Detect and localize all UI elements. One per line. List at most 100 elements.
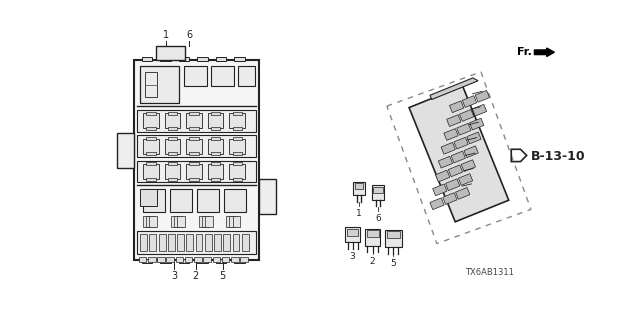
- Bar: [353, 182, 365, 196]
- Bar: [137, 161, 255, 182]
- Bar: [156, 46, 185, 60]
- Bar: [205, 234, 212, 251]
- Text: 6: 6: [186, 30, 193, 40]
- Text: 3: 3: [350, 252, 355, 261]
- Bar: [174, 216, 182, 227]
- Bar: [224, 189, 246, 212]
- Text: 3: 3: [171, 271, 177, 281]
- Polygon shape: [445, 179, 460, 191]
- Bar: [168, 137, 177, 140]
- Polygon shape: [443, 193, 457, 204]
- Bar: [141, 260, 152, 263]
- Bar: [204, 257, 211, 262]
- Bar: [143, 189, 164, 212]
- Bar: [166, 257, 174, 262]
- Bar: [230, 113, 245, 129]
- Bar: [139, 257, 147, 262]
- Text: 5: 5: [390, 260, 396, 268]
- Bar: [232, 162, 242, 165]
- Polygon shape: [464, 146, 478, 158]
- Bar: [232, 112, 242, 115]
- Bar: [141, 57, 152, 61]
- Bar: [211, 137, 220, 140]
- Bar: [189, 178, 198, 181]
- Bar: [189, 152, 198, 156]
- Bar: [232, 137, 242, 140]
- Bar: [148, 257, 156, 262]
- Bar: [208, 139, 223, 154]
- Bar: [160, 260, 171, 263]
- Bar: [184, 66, 207, 86]
- Bar: [240, 257, 248, 262]
- Bar: [194, 257, 202, 262]
- Bar: [185, 257, 193, 262]
- Polygon shape: [472, 104, 486, 116]
- Polygon shape: [475, 91, 490, 102]
- Bar: [168, 162, 177, 165]
- Text: 6: 6: [375, 214, 381, 223]
- Bar: [189, 127, 198, 130]
- Polygon shape: [461, 160, 476, 172]
- Bar: [197, 260, 208, 263]
- Polygon shape: [447, 115, 461, 126]
- Polygon shape: [409, 86, 509, 222]
- Polygon shape: [435, 170, 450, 182]
- Bar: [211, 178, 220, 181]
- Bar: [230, 164, 245, 179]
- Polygon shape: [433, 184, 447, 196]
- Bar: [179, 57, 189, 61]
- Bar: [168, 112, 177, 115]
- Bar: [143, 216, 151, 227]
- Bar: [164, 113, 180, 129]
- Text: TX6AB1311: TX6AB1311: [465, 268, 514, 277]
- Bar: [170, 189, 192, 212]
- Bar: [211, 127, 220, 130]
- Bar: [347, 228, 358, 236]
- Bar: [198, 216, 206, 227]
- Bar: [208, 113, 223, 129]
- Polygon shape: [449, 165, 463, 177]
- Polygon shape: [456, 188, 470, 199]
- Bar: [232, 216, 240, 227]
- Bar: [168, 152, 177, 156]
- Bar: [168, 127, 177, 130]
- Bar: [143, 164, 159, 179]
- Text: 1: 1: [356, 209, 362, 218]
- Polygon shape: [441, 142, 456, 154]
- Bar: [385, 230, 401, 247]
- Polygon shape: [457, 124, 471, 135]
- Bar: [147, 112, 156, 115]
- Bar: [196, 234, 202, 251]
- Bar: [134, 60, 259, 260]
- Bar: [177, 234, 184, 251]
- Bar: [211, 152, 220, 156]
- Bar: [221, 257, 230, 262]
- Bar: [367, 230, 379, 237]
- Bar: [147, 127, 156, 130]
- Bar: [186, 139, 202, 154]
- Bar: [175, 257, 183, 262]
- Polygon shape: [438, 156, 452, 168]
- Bar: [212, 257, 220, 262]
- Bar: [157, 257, 164, 262]
- Bar: [147, 178, 156, 181]
- Bar: [197, 57, 208, 61]
- FancyArrow shape: [534, 48, 554, 57]
- Bar: [168, 178, 177, 181]
- Polygon shape: [458, 174, 473, 185]
- Bar: [143, 139, 159, 154]
- Bar: [216, 260, 227, 263]
- Bar: [137, 110, 255, 132]
- Text: B-13-10: B-13-10: [531, 150, 586, 163]
- Bar: [137, 231, 255, 254]
- Text: 1: 1: [163, 30, 168, 40]
- Bar: [242, 234, 249, 251]
- Bar: [223, 234, 230, 251]
- Bar: [189, 137, 198, 140]
- Polygon shape: [451, 151, 465, 163]
- Bar: [160, 57, 171, 61]
- Bar: [140, 234, 147, 251]
- Bar: [355, 183, 363, 189]
- Bar: [230, 139, 245, 154]
- Bar: [238, 66, 255, 86]
